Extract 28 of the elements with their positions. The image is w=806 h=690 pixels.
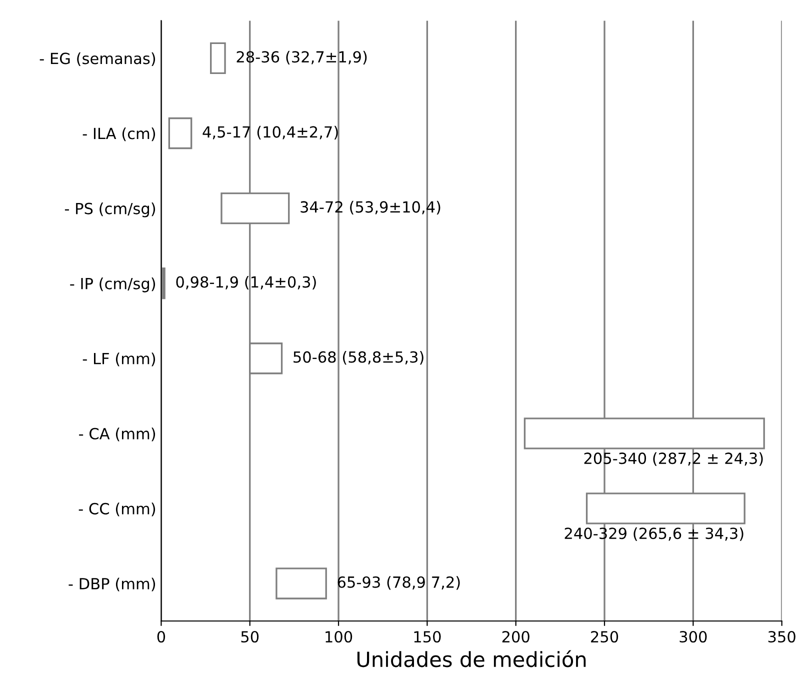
- x-tick-label: 150: [414, 630, 441, 643]
- y-tick-label: - EG (semanas): [40, 52, 156, 66]
- bar: [168, 117, 192, 150]
- x-tick-label: 300: [680, 630, 707, 643]
- data-label: 65-93 (78,9 7,2): [338, 576, 460, 590]
- y-tick-label: - PS (cm/sg): [64, 202, 156, 218]
- y-tick-label: - CC (mm): [78, 502, 156, 516]
- data-label: 0,98-1,9 (1,4±0,3): [176, 276, 316, 290]
- x-tick-label: 200: [502, 630, 530, 643]
- bar: [210, 42, 226, 74]
- y-tick-label: - DBP (mm): [68, 578, 156, 592]
- data-label: 240-329 (265,6 ± 34,3): [564, 527, 744, 541]
- data-label: 205-340 (287,2 ± 24,3): [584, 452, 763, 466]
- x-axis-title: Unidades de medición: [357, 650, 586, 668]
- data-label: 4,5-17 (10,4±2,7): [202, 126, 338, 140]
- x-tick-label: 0: [157, 630, 166, 643]
- x-tick-label: 100: [326, 630, 352, 643]
- y-tick-label: - ILA (cm): [82, 127, 156, 142]
- x-tick-label: 350: [768, 630, 796, 643]
- data-label: 50-68 (58,8±5,3): [294, 350, 424, 365]
- x-tick-label: 250: [591, 630, 618, 643]
- y-tick-label: - CA (mm): [79, 428, 156, 442]
- y-tick-label: - LF (mm): [82, 352, 156, 366]
- x-tick-label: 50: [241, 630, 259, 643]
- data-label: 34-72 (53,9±10,4): [300, 200, 440, 215]
- bar: [276, 568, 327, 600]
- data-label: 28-36 (32,7±1,9): [236, 50, 367, 64]
- y-tick-label: - IP (cm/sg): [70, 278, 156, 292]
